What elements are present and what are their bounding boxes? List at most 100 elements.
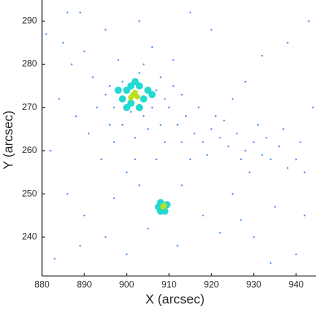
y-tick-label: 260 (22, 145, 37, 155)
data-point (108, 85, 111, 87)
data-point (218, 136, 221, 139)
data-point (146, 227, 149, 230)
data-point (185, 115, 187, 118)
data-point (123, 103, 131, 112)
data-point (295, 158, 297, 161)
data-point (140, 95, 148, 103)
data-point (214, 115, 217, 118)
data-point (138, 20, 141, 23)
data-point (168, 106, 170, 109)
data-point (138, 72, 141, 74)
data-point (286, 167, 289, 169)
data-point (227, 145, 230, 148)
data-point (257, 123, 259, 126)
data-point (128, 94, 134, 101)
data-point (172, 85, 175, 87)
data-point (100, 158, 103, 161)
data-point (202, 141, 204, 144)
data-point (127, 82, 135, 90)
data-point (121, 80, 124, 83)
data-point (79, 244, 82, 247)
data-point (125, 253, 128, 256)
data-point (148, 90, 156, 99)
data-point (252, 141, 255, 144)
x-tick-label: 940 (289, 279, 304, 289)
x-tick-label: 880 (34, 279, 49, 289)
data-point (130, 110, 132, 113)
x-tick-label: 930 (246, 279, 261, 289)
data-point (240, 218, 242, 221)
data-point (303, 214, 306, 217)
data-point (104, 28, 107, 31)
data-point (189, 158, 192, 161)
data-point (53, 257, 56, 260)
data-point (248, 171, 251, 174)
data-point (307, 20, 310, 23)
data-point (135, 103, 144, 112)
data-point (66, 193, 69, 195)
data-point (223, 119, 226, 122)
data-point (231, 193, 234, 195)
data-point (58, 98, 60, 100)
data-point (146, 128, 149, 131)
data-point (134, 136, 137, 139)
data-point (62, 41, 65, 44)
data-point (91, 76, 94, 79)
data-point (197, 106, 200, 109)
data-point (161, 202, 167, 209)
data-point (113, 197, 115, 200)
y-tick-label: 250 (22, 188, 37, 198)
data-point (134, 93, 141, 100)
data-point (151, 106, 154, 109)
plot-area (45, 11, 314, 264)
data-point (218, 231, 221, 234)
data-point (286, 41, 289, 44)
data-point (113, 141, 115, 144)
data-point (83, 214, 86, 217)
data-point (176, 123, 179, 126)
data-point (132, 89, 138, 96)
data-point (142, 63, 145, 66)
data-point (163, 141, 166, 144)
x-tick-label: 900 (119, 279, 134, 289)
y-axis-label: Y (arcsec) (0, 111, 15, 170)
x-axis-label: X (arcsec) (145, 291, 204, 306)
data-point (155, 89, 158, 92)
data-point (235, 132, 238, 135)
data-point (87, 132, 90, 135)
data-point (299, 141, 302, 144)
data-point (125, 171, 128, 174)
x-tick-label: 890 (77, 279, 92, 289)
data-point (70, 63, 73, 66)
data-point (180, 93, 183, 96)
data-point (83, 50, 86, 53)
data-point (240, 158, 242, 161)
data-point (210, 28, 213, 31)
data-point (269, 158, 272, 161)
data-point (49, 149, 52, 152)
data-point (278, 145, 281, 148)
data-point (134, 158, 137, 161)
data-point (312, 106, 314, 109)
y-tick-label: 240 (22, 232, 37, 242)
data-point (261, 154, 264, 156)
data-point (231, 98, 234, 100)
data-point (121, 123, 124, 126)
y-tick-label: 290 (22, 16, 37, 26)
data-point (159, 76, 162, 79)
data-point (206, 154, 209, 156)
data-point (282, 128, 285, 131)
data-point (104, 93, 107, 96)
data-point (154, 203, 163, 211)
data-point (163, 98, 166, 100)
data-point (117, 59, 120, 61)
data-point (45, 33, 48, 36)
data-point (180, 184, 183, 187)
data-point (202, 214, 204, 217)
data-point (265, 136, 268, 139)
data-point (113, 106, 115, 109)
data-point (79, 11, 82, 14)
data-point (210, 128, 213, 131)
data-point (138, 184, 141, 187)
data-point (118, 95, 127, 103)
